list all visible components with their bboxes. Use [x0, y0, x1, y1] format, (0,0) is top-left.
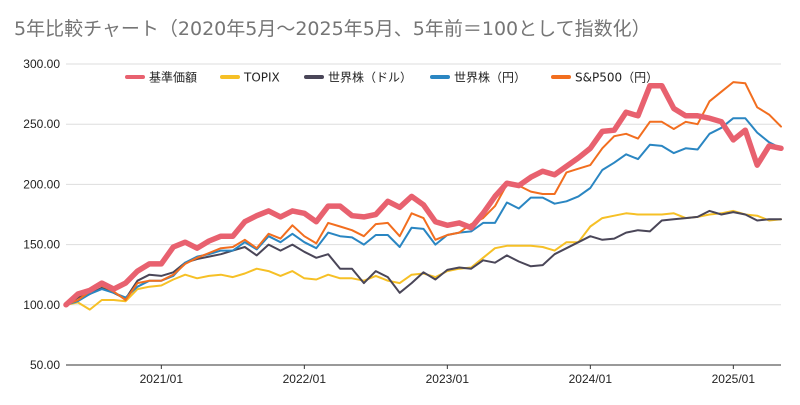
series-line-2: [65, 209, 782, 306]
legend-label: 世界株（円）: [454, 70, 526, 85]
y-axis-ticks: 50.00 100.00 150.00 200.00 250.00 300.00: [23, 57, 60, 372]
x-tick-label: 2022/01: [283, 372, 327, 386]
series-line-3: [65, 117, 782, 306]
series-lines: [63, 81, 784, 311]
series-line-4: [65, 81, 782, 306]
legend-label: 基準価額: [149, 70, 197, 85]
y-tick-label: 150.00: [23, 238, 60, 252]
series-line-1: [65, 209, 782, 311]
x-tick-label: 2025/01: [712, 372, 756, 386]
x-tick-label: 2023/01: [426, 372, 470, 386]
y-tick-label: 50.00: [30, 358, 60, 372]
y-tick-label: 250.00: [23, 117, 60, 131]
y-tick-label: 200.00: [23, 177, 60, 191]
series-line-0: [63, 82, 784, 308]
x-tick-label: 2024/01: [569, 372, 613, 386]
y-tick-label: 300.00: [23, 57, 60, 71]
legend-label: S&P500（円）: [575, 71, 658, 85]
x-axis-ticks: 2021/01 2022/01 2023/01 2024/01 2025/01: [140, 365, 756, 386]
x-tick-label: 2021/01: [140, 372, 184, 386]
y-tick-label: 100.00: [23, 298, 60, 312]
legend-label: TOPIX: [243, 71, 280, 85]
legend-label: 世界株（ドル）: [328, 70, 412, 85]
chart-title: 5年比較チャート（2020年5月〜2025年5月、5年前＝100として指数化）: [14, 18, 651, 40]
gridlines: [66, 63, 781, 366]
legend: 基準価額 TOPIX 世界株（ドル） 世界株（円） S&P500（円）: [125, 70, 658, 85]
